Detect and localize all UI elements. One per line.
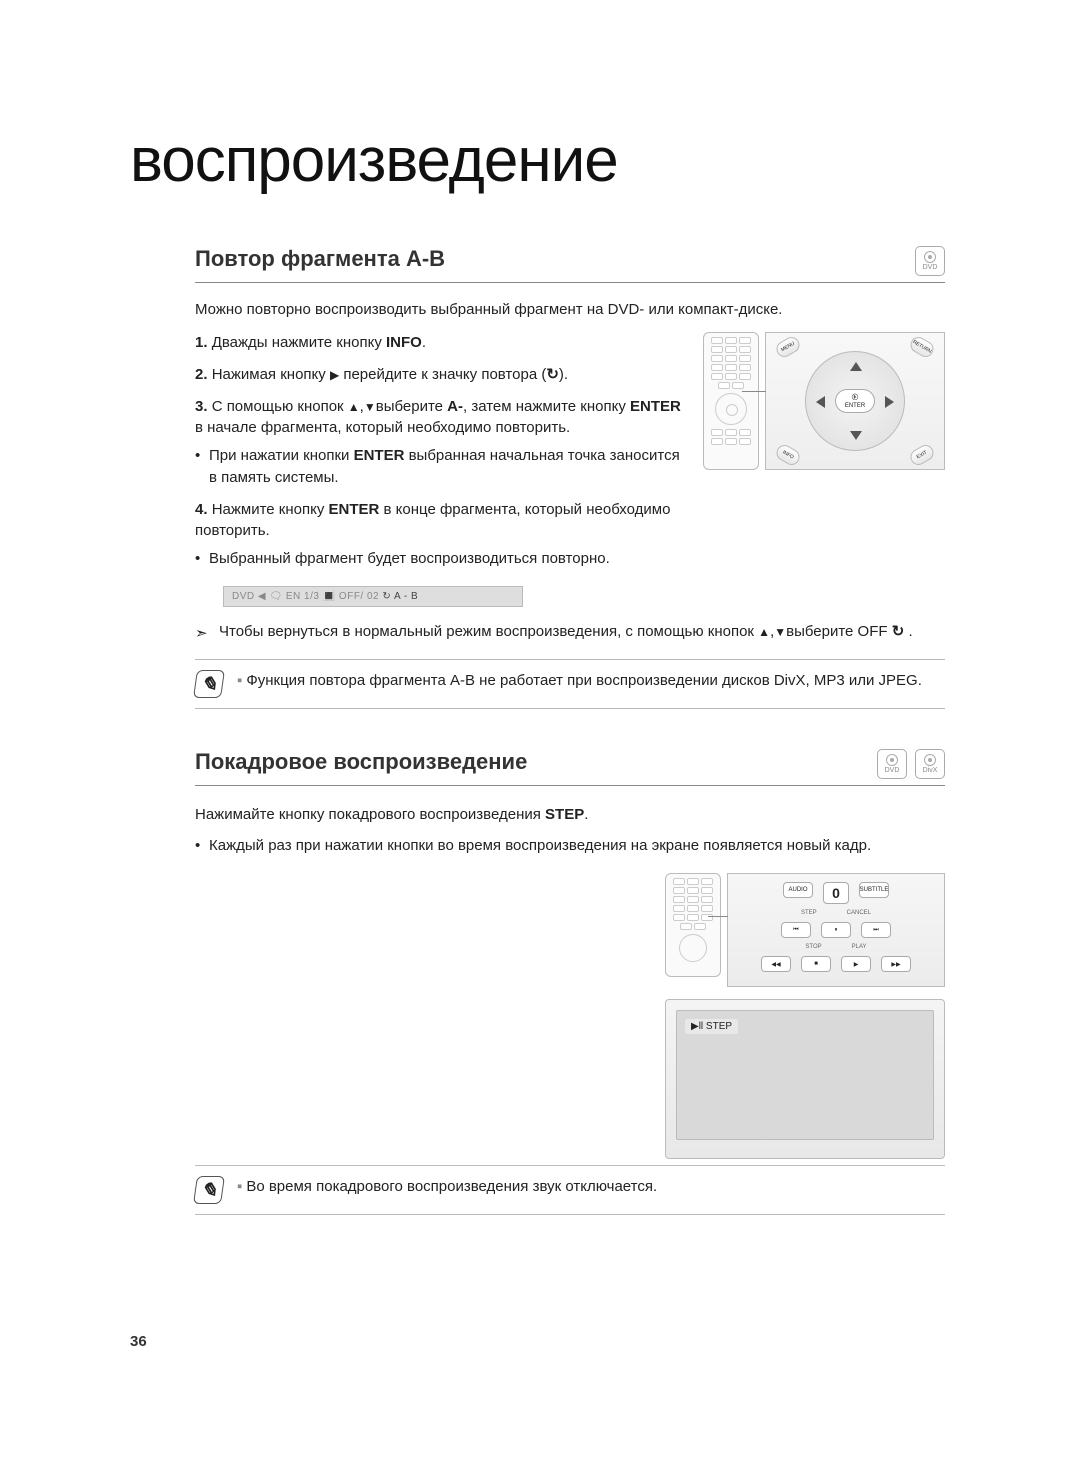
tv-illustration: ▶ll STEP bbox=[665, 999, 945, 1159]
note-box-2: ✎ ▪Во время покадрового воспроизведения … bbox=[195, 1165, 945, 1215]
illustration-step: AUDIO 0 SUBTITLE STEP CANCEL ⏮ ⏸ ⏭ STOP … bbox=[665, 873, 945, 1159]
return-instruction: ➣ Чтобы вернуться в нормальный режим вос… bbox=[195, 621, 945, 644]
stop-label: STOP bbox=[805, 944, 821, 950]
cancel-label: CANCEL bbox=[847, 910, 871, 916]
section1-intro: Можно повторно воспроизводить выбранный … bbox=[195, 301, 945, 318]
info-button-icon: INFO bbox=[774, 442, 803, 468]
disc-badge-dvd: DVD bbox=[915, 246, 945, 276]
down-triangle-icon: ▼ bbox=[364, 399, 376, 416]
disc-badge-divx: DivX bbox=[915, 749, 945, 779]
dpad-up-icon bbox=[850, 362, 862, 371]
section2-bullets: Каждый раз при нажатии кнопки во время в… bbox=[195, 835, 945, 858]
dpad-down-icon bbox=[850, 431, 862, 440]
step-4-sub: Выбранный фрагмент будет воспроизводитьс… bbox=[195, 548, 685, 570]
step-2: 2. Нажимая кнопку ▶ перейдите к значку п… bbox=[195, 364, 685, 386]
illustration-remote-dpad: MENU RETURN ENTER INFO EXIT bbox=[703, 332, 945, 470]
zero-pill: 0 bbox=[823, 882, 849, 904]
step-3-sub: При нажатии кнопки ENTER выбранная начал… bbox=[195, 445, 685, 489]
remote-small-icon bbox=[665, 873, 721, 977]
pointer-icon: ➣ bbox=[195, 623, 208, 646]
step-4: 4. Нажмите кнопку ENTER в конце фрагмент… bbox=[195, 499, 685, 570]
dpad-right-icon bbox=[885, 396, 894, 408]
tv-step-label: ▶ll STEP bbox=[685, 1019, 738, 1034]
section-step-playback: Покадровое воспроизведение DVD DivX Нажи… bbox=[195, 749, 945, 1215]
repeat-icon: ↻ bbox=[546, 364, 559, 386]
ff-pill: ▶▶ bbox=[881, 956, 911, 972]
play-label: PLAY bbox=[852, 944, 867, 950]
disc-badge-dvd: DVD bbox=[877, 749, 907, 779]
exit-button-icon: EXIT bbox=[908, 442, 937, 468]
step-label: STEP bbox=[801, 910, 817, 916]
page-title: воспроизведение bbox=[130, 125, 945, 196]
stop-pill: ■ bbox=[801, 956, 831, 972]
note-icon: ✎ bbox=[193, 1176, 225, 1204]
note-icon: ✎ bbox=[193, 670, 225, 698]
play-right-icon: ▶ bbox=[330, 367, 339, 384]
osd-bar: DVD ◀ 🗨 EN 1/3 🔳 OFF/ 02 ↻ A - B bbox=[223, 586, 523, 607]
dpad-left-icon bbox=[816, 396, 825, 408]
pause-pill: ⏸ bbox=[821, 922, 851, 938]
enter-button-icon: ENTER bbox=[835, 389, 875, 413]
section1-title: Повтор фрагмента A-B bbox=[195, 246, 445, 272]
button-panel-closeup: AUDIO 0 SUBTITLE STEP CANCEL ⏮ ⏸ ⏭ STOP … bbox=[727, 873, 945, 987]
note-box-1: ✎ ▪Функция повтора фрагмента A-B не рабо… bbox=[195, 659, 945, 709]
prev-pill: ⏮ bbox=[781, 922, 811, 938]
section2-title: Покадровое воспроизведение bbox=[195, 749, 527, 775]
subtitle-pill: SUBTITLE bbox=[859, 882, 889, 898]
next-pill: ⏭ bbox=[861, 922, 891, 938]
repeat-icon: ↻ bbox=[892, 621, 905, 644]
up-triangle-icon: ▲ bbox=[348, 399, 360, 416]
return-button-icon: RETURN bbox=[908, 334, 937, 360]
section2-bullet-1: Каждый раз при нажатии кнопки во время в… bbox=[195, 835, 945, 858]
dpad-closeup: MENU RETURN ENTER INFO EXIT bbox=[765, 332, 945, 470]
step-1: 1. Дважды нажмите кнопку INFO. bbox=[195, 332, 685, 354]
steps-list: 1. Дважды нажмите кнопку INFO. 2. Нажима… bbox=[195, 332, 685, 570]
audio-pill: AUDIO bbox=[783, 882, 813, 898]
section2-line1: Нажимайте кнопку покадрового воспроизвед… bbox=[195, 804, 945, 827]
play-pill: ▶ bbox=[841, 956, 871, 972]
menu-button-icon: MENU bbox=[774, 334, 803, 360]
rewind-pill: ◀◀ bbox=[761, 956, 791, 972]
remote-small-icon bbox=[703, 332, 759, 470]
section-ab-repeat: Повтор фрагмента A-B DVD Можно повторно … bbox=[195, 246, 945, 709]
step-3: 3. С помощью кнопок ▲,▼ выберите A-, зат… bbox=[195, 396, 685, 489]
page-number: 36 bbox=[130, 1333, 147, 1350]
